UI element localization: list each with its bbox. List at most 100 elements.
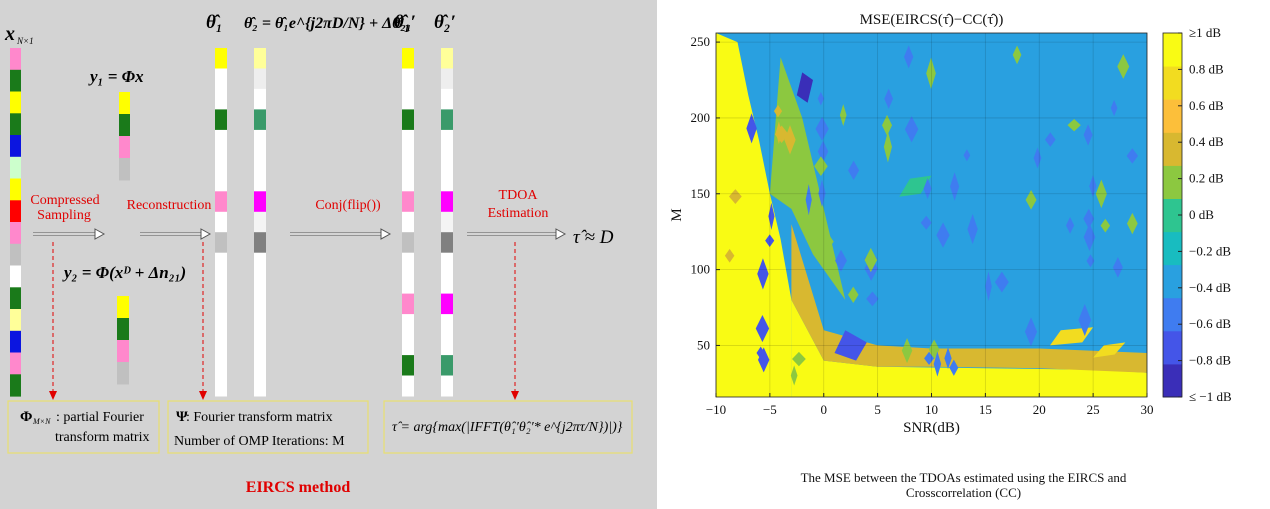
x-vector-column-cell	[10, 113, 21, 136]
caption-line-2: Crosscorrelation (CC)	[905, 485, 1022, 500]
heatmap-speckle	[768, 202, 775, 230]
heatmap-speckle	[904, 116, 919, 143]
heatmap-speckle	[882, 114, 893, 136]
y-tick-label: 250	[691, 34, 711, 49]
heatmap-region	[716, 33, 792, 397]
heatmap-speckle	[994, 271, 1009, 293]
phi-subscript: M×N	[32, 417, 51, 426]
theta1p-column-cell	[402, 293, 414, 315]
dashed-arrow-tau-head	[511, 391, 519, 400]
heatmap-speckle	[790, 365, 798, 386]
theta1-column-cell	[215, 129, 227, 151]
colorbar-tick-label: 0 dB	[1189, 207, 1214, 222]
theta2-column-cell	[254, 355, 266, 377]
step-estimation-label: Estimation	[488, 206, 549, 221]
theta2p-column-cell	[441, 355, 453, 377]
theta2p-column-cell	[441, 88, 453, 110]
theta1-column-cell	[215, 150, 227, 172]
heatmap-speckle	[817, 91, 825, 106]
theta2p-column-cell	[441, 375, 453, 397]
heatmap-speckle	[884, 88, 894, 109]
x-tick-label: 0	[821, 402, 828, 417]
y-axis-label: M	[669, 208, 685, 221]
y1-equation: y₁ = Φx	[88, 67, 144, 86]
x-vector-column-cell	[10, 48, 21, 71]
x-tick-label: 15	[979, 402, 992, 417]
step-reconstruction-label: Reconstruction	[127, 198, 212, 213]
y2-equation: y₂ = Φ(xᴰ + Δn₂₁)	[62, 263, 186, 282]
theta2-column-cell	[254, 273, 266, 295]
colorbar-segment	[1163, 33, 1182, 67]
y2-vector-column-cell	[117, 296, 129, 319]
psi-box	[167, 400, 369, 454]
theta1-column-cell	[215, 334, 227, 356]
heatmap-region	[834, 330, 867, 361]
arrow-conj-flip	[290, 228, 392, 240]
theta2-column-cell	[254, 150, 266, 172]
y2-vector-column	[117, 296, 129, 385]
heatmap-speckle	[848, 160, 860, 181]
theta1p-column-cell	[402, 314, 414, 336]
x-vector-column-cell	[10, 156, 21, 180]
plot-grid	[715, 33, 1148, 397]
colorbar-tick-label: ≤ −1 dB	[1189, 389, 1232, 404]
heatmap-speckle	[1112, 256, 1123, 278]
heatmap-speckle	[773, 104, 783, 118]
heatmap-region	[1093, 342, 1126, 358]
tau-approx-label: τ̂ ≈ D	[573, 227, 614, 248]
heatmap-speckle	[1024, 317, 1038, 347]
theta1-column-cell	[215, 68, 227, 90]
tau-box	[383, 400, 633, 454]
psi-text-1: : Fourier transform matrix	[186, 410, 333, 425]
theta1p-column-cell	[402, 109, 414, 131]
phi-text-2: transform matrix	[55, 430, 149, 445]
theta1p-column-cell	[402, 68, 414, 90]
y1-vector-column	[119, 92, 130, 181]
theta2p-column-cell	[441, 48, 453, 69]
heatmap-speckle	[944, 347, 952, 370]
theta1-column-cell	[215, 355, 227, 377]
y1-vector-column-cell	[119, 92, 130, 115]
y-tick-label: 200	[691, 110, 711, 125]
theta2-column-cell	[254, 314, 266, 336]
x-vector-column-cell	[10, 265, 21, 288]
colorbar-segment	[1163, 66, 1182, 100]
theta1-column-cell	[215, 232, 227, 254]
y-tick-label: 50	[697, 337, 710, 352]
theta2-column-cell	[254, 170, 266, 192]
x-vector-subscript: N×1	[16, 36, 34, 46]
heatmap-speckle	[924, 351, 935, 366]
theta1p-column-cell	[402, 334, 414, 356]
heatmap-speckle	[817, 140, 829, 163]
heatmap-speckle	[926, 57, 936, 90]
theta2p-label: θ̂₂′	[434, 12, 456, 33]
arrow-tdoa	[467, 228, 567, 240]
dashed-arrow-phi	[49, 242, 57, 400]
chart-title: MSE(EIRCS(τ̂)−CC(τ̂))	[860, 12, 1004, 28]
theta1p-column	[402, 48, 414, 397]
heatmap-speckle	[835, 249, 847, 272]
heatmap-speckle	[920, 215, 932, 230]
theta2-column-cell	[254, 48, 266, 69]
colorbar-segment	[1163, 231, 1182, 266]
heatmap-speckle	[866, 291, 879, 307]
heatmap-speckle	[1012, 45, 1022, 65]
x-axis-label: SNR(dB)	[903, 420, 960, 436]
colorbar-tick-label: 0.4 dB	[1189, 134, 1224, 149]
colorbar-segment	[1163, 198, 1182, 233]
heatmap-speckle	[1078, 304, 1092, 336]
x-vector-column-cell	[10, 178, 21, 201]
x-tick-label: 25	[1087, 402, 1100, 417]
theta1-column-cell	[215, 375, 227, 397]
x-tick-label: 5	[874, 402, 881, 417]
heatmap-speckle	[963, 149, 971, 162]
theta2p-column-cell	[441, 334, 453, 356]
heatmap-speckle	[1100, 218, 1111, 233]
phi-text-1: : partial Fourier	[56, 410, 144, 425]
step-sampling-label: Sampling	[37, 208, 91, 223]
theta2p-column-cell	[441, 150, 453, 172]
heatmap-speckle	[1117, 54, 1130, 79]
step-conj-flip-label: Conj(flip())	[315, 198, 381, 213]
heatmap-speckle	[928, 339, 940, 360]
heatmap-speckle	[1089, 175, 1097, 197]
